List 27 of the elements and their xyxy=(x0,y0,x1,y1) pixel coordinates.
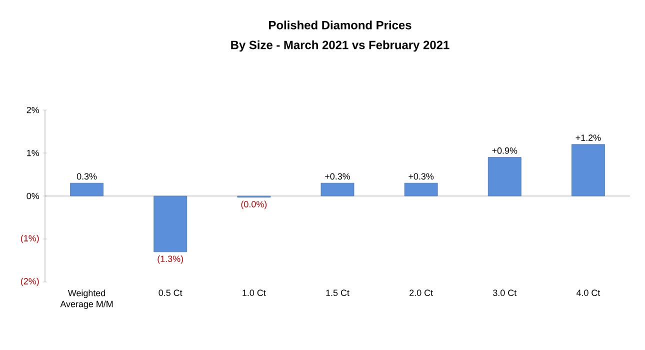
x-tick-label: 1.0 Ct xyxy=(242,290,266,296)
x-tick-label: 4.0 Ct xyxy=(576,290,600,296)
bar xyxy=(488,157,522,196)
data-label: +1.2% xyxy=(576,134,601,141)
bar xyxy=(404,182,438,196)
y-tick-label: 2% xyxy=(26,106,40,114)
x-tick-label: 1.5 Ct xyxy=(326,290,350,296)
bar xyxy=(70,182,104,196)
data-label: +0.9% xyxy=(492,147,518,154)
bar xyxy=(154,196,188,252)
y-tick-label: (2%) xyxy=(20,278,39,286)
data-label: +0.3% xyxy=(325,173,350,180)
x-tick-label: 2.0 Ct xyxy=(410,290,433,296)
y-tick-label: 0% xyxy=(26,192,40,200)
data-label: +0.3% xyxy=(408,173,434,180)
data-label: (1.3%) xyxy=(158,255,184,264)
y-tick-label: (1%) xyxy=(20,234,39,244)
bar xyxy=(572,144,605,196)
data-label: 0.3% xyxy=(76,173,97,180)
bar xyxy=(320,182,354,196)
x-tick-label: Weighted Average M/M xyxy=(60,290,113,309)
y-tick-label: 1% xyxy=(27,150,40,156)
chart-subtitle: By Size - March 2021 vs February 2021 xyxy=(231,40,450,52)
x-tick-label: 3.0 Ct xyxy=(493,290,517,296)
chart-title: Polished Diamond Prices xyxy=(269,20,412,30)
x-tick-label: 0.5 Ct xyxy=(158,290,182,296)
data-label: (0.0%) xyxy=(241,200,267,210)
